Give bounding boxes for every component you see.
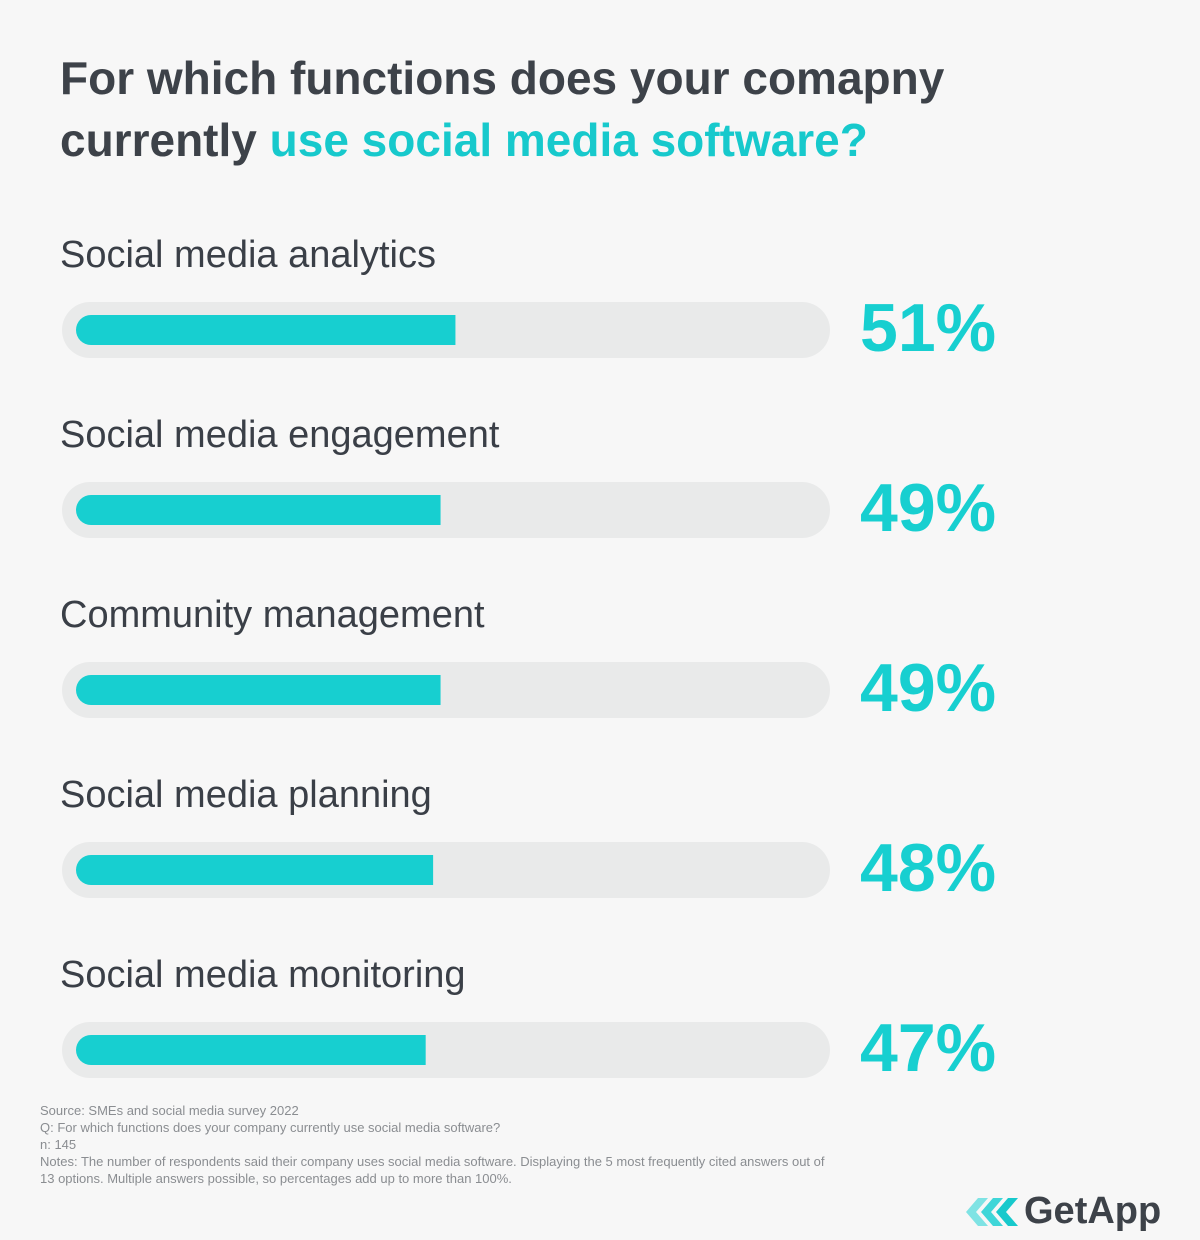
sample-size: n: 145 bbox=[40, 1137, 77, 1152]
footnotes: Source: SMEs and social media survey 202… bbox=[40, 1102, 840, 1187]
category-label: Community management bbox=[60, 594, 485, 636]
category-label: Social media monitoring bbox=[60, 954, 466, 996]
bar bbox=[76, 675, 441, 705]
chart-title-line: currently use social media software? bbox=[60, 114, 868, 166]
notes: Notes: The number of respondents said th… bbox=[40, 1154, 825, 1186]
chart-title: For which functions does your comapny bbox=[60, 52, 945, 104]
bar bbox=[76, 1035, 426, 1065]
bar bbox=[76, 855, 434, 885]
category-label: Social media planning bbox=[60, 774, 432, 816]
value-label: 51% bbox=[860, 290, 996, 366]
question: Q: For which functions does your company… bbox=[40, 1120, 501, 1135]
source: Source: SMEs and social media survey 202… bbox=[40, 1103, 299, 1118]
value-label: 47% bbox=[860, 1010, 996, 1086]
value-label: 49% bbox=[860, 470, 996, 546]
bar bbox=[76, 495, 441, 525]
value-label: 48% bbox=[860, 830, 996, 906]
bar bbox=[76, 315, 456, 345]
value-label: 49% bbox=[860, 650, 996, 726]
category-label: Social media engagement bbox=[60, 414, 500, 456]
chart-title-highlight: use social media software? bbox=[270, 114, 868, 166]
logo: GetApp bbox=[966, 1190, 1161, 1232]
logo-icon bbox=[996, 1198, 1018, 1226]
logo-icon bbox=[966, 1198, 988, 1226]
logo-icon bbox=[981, 1198, 1003, 1226]
logo-text: GetApp bbox=[1024, 1190, 1161, 1232]
chart-title-part: currently bbox=[60, 114, 257, 166]
category-label: Social media analytics bbox=[60, 234, 436, 276]
